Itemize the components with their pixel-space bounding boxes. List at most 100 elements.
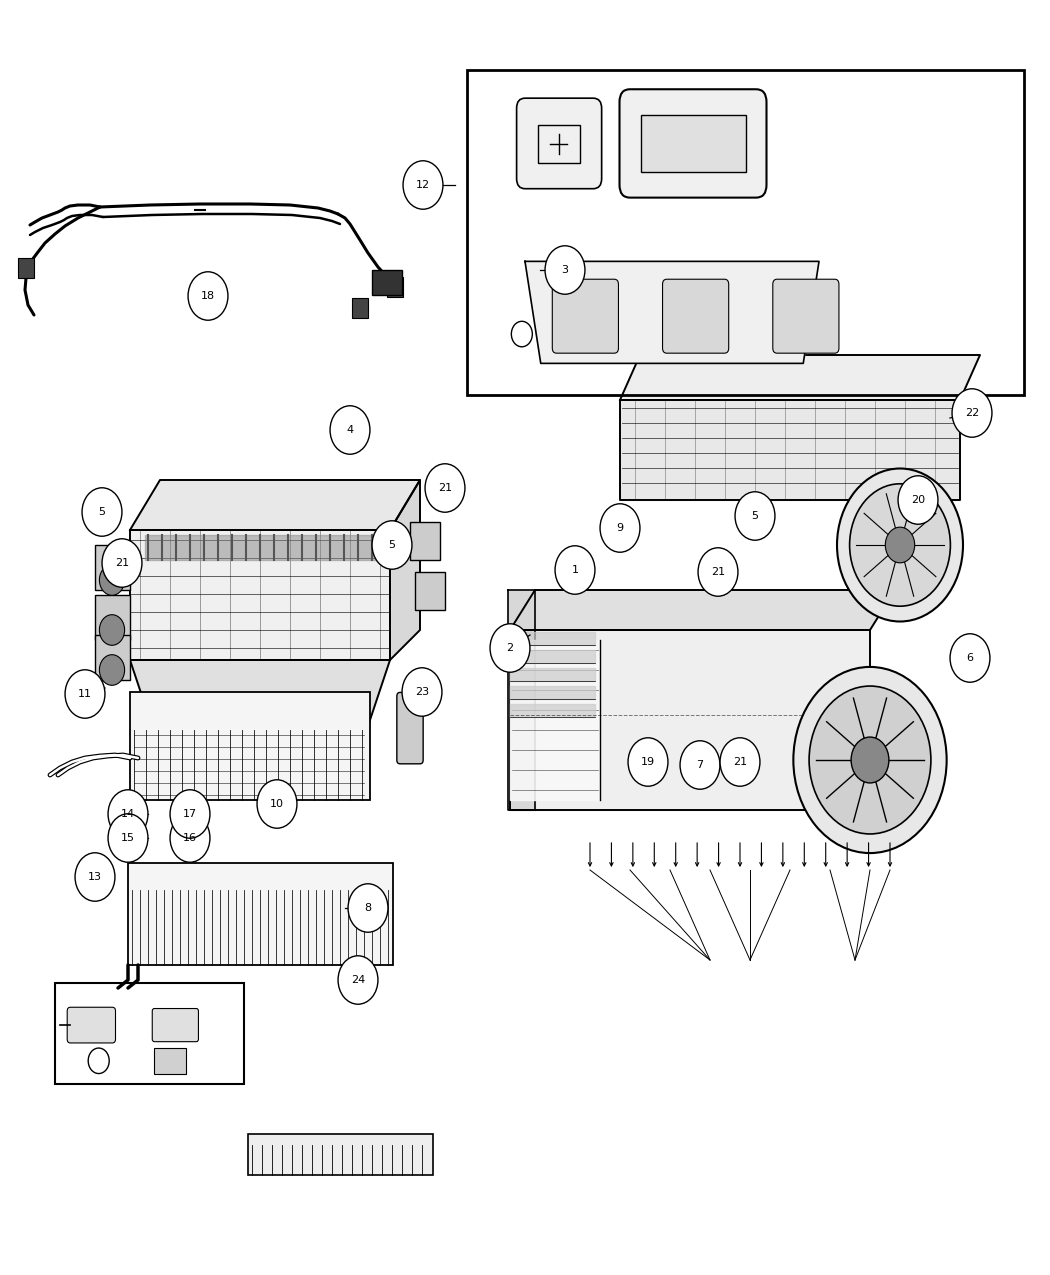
Circle shape xyxy=(338,956,378,1005)
FancyBboxPatch shape xyxy=(517,98,602,189)
Text: 14: 14 xyxy=(121,810,135,819)
Polygon shape xyxy=(130,660,390,720)
FancyBboxPatch shape xyxy=(152,1009,198,1042)
Bar xyxy=(94,635,130,680)
Text: 21: 21 xyxy=(733,757,747,768)
Circle shape xyxy=(188,272,228,320)
Polygon shape xyxy=(130,479,420,530)
Circle shape xyxy=(100,654,125,685)
Circle shape xyxy=(170,789,210,838)
Bar xyxy=(415,571,445,609)
Circle shape xyxy=(82,488,122,537)
Text: 8: 8 xyxy=(364,903,372,913)
Text: 9: 9 xyxy=(616,523,624,533)
Circle shape xyxy=(108,789,148,838)
Text: 19: 19 xyxy=(640,757,655,768)
Bar xyxy=(387,277,403,297)
Text: 2: 2 xyxy=(506,643,513,653)
Circle shape xyxy=(403,161,443,209)
Circle shape xyxy=(837,468,963,621)
Bar xyxy=(467,70,1024,395)
Circle shape xyxy=(720,738,760,787)
Circle shape xyxy=(600,504,639,552)
Polygon shape xyxy=(145,536,385,560)
Circle shape xyxy=(100,615,125,645)
Text: 15: 15 xyxy=(121,833,135,843)
Circle shape xyxy=(108,813,148,862)
Bar xyxy=(352,298,367,319)
Polygon shape xyxy=(508,590,536,810)
Bar xyxy=(154,1048,186,1074)
Circle shape xyxy=(545,246,585,295)
Bar xyxy=(248,1135,433,1176)
Circle shape xyxy=(555,546,595,594)
Text: 3: 3 xyxy=(562,265,568,275)
Polygon shape xyxy=(510,630,870,810)
Circle shape xyxy=(698,548,738,597)
FancyBboxPatch shape xyxy=(552,279,618,353)
Bar xyxy=(18,258,34,278)
Text: 21: 21 xyxy=(711,567,726,578)
Polygon shape xyxy=(620,400,960,500)
Circle shape xyxy=(348,884,387,932)
Text: 5: 5 xyxy=(752,511,758,521)
Text: 16: 16 xyxy=(183,833,197,843)
Polygon shape xyxy=(510,640,600,799)
Text: 17: 17 xyxy=(183,810,197,819)
Polygon shape xyxy=(510,668,595,681)
FancyBboxPatch shape xyxy=(397,692,423,764)
Bar xyxy=(640,115,746,172)
Circle shape xyxy=(735,492,775,541)
Bar xyxy=(94,595,130,640)
Circle shape xyxy=(170,813,210,862)
Text: 18: 18 xyxy=(201,291,215,301)
Polygon shape xyxy=(510,632,595,645)
Circle shape xyxy=(898,476,938,524)
Polygon shape xyxy=(510,650,595,663)
Text: 4: 4 xyxy=(346,425,354,435)
Polygon shape xyxy=(130,530,390,660)
Circle shape xyxy=(852,737,889,783)
FancyBboxPatch shape xyxy=(67,1007,116,1043)
Polygon shape xyxy=(150,720,370,770)
Circle shape xyxy=(680,741,720,789)
Text: 21: 21 xyxy=(114,558,129,567)
Circle shape xyxy=(849,483,950,606)
Circle shape xyxy=(257,780,297,829)
Text: 11: 11 xyxy=(78,688,92,699)
Bar xyxy=(130,691,370,799)
Text: 21: 21 xyxy=(438,483,453,493)
Polygon shape xyxy=(510,686,595,699)
Text: 24: 24 xyxy=(351,975,365,986)
Text: 20: 20 xyxy=(911,495,925,505)
Text: 10: 10 xyxy=(270,799,284,810)
Text: 12: 12 xyxy=(416,180,430,190)
Text: 22: 22 xyxy=(965,408,979,418)
Circle shape xyxy=(330,405,370,454)
Text: 5: 5 xyxy=(388,541,396,550)
Bar xyxy=(94,546,130,590)
Circle shape xyxy=(75,853,114,901)
Bar xyxy=(538,125,580,163)
Bar xyxy=(128,863,393,965)
Text: 13: 13 xyxy=(88,872,102,882)
Circle shape xyxy=(100,565,125,595)
Polygon shape xyxy=(510,590,895,630)
Circle shape xyxy=(628,738,668,787)
Text: 7: 7 xyxy=(696,760,704,770)
Circle shape xyxy=(794,667,947,853)
Circle shape xyxy=(950,634,990,682)
Circle shape xyxy=(810,686,931,834)
Text: 1: 1 xyxy=(571,565,579,575)
Polygon shape xyxy=(525,261,819,363)
Circle shape xyxy=(65,669,105,718)
Circle shape xyxy=(952,389,992,437)
Circle shape xyxy=(102,539,142,588)
Polygon shape xyxy=(390,479,420,660)
Circle shape xyxy=(885,527,915,562)
Polygon shape xyxy=(620,354,980,400)
FancyBboxPatch shape xyxy=(663,279,729,353)
Text: 23: 23 xyxy=(415,687,429,697)
Circle shape xyxy=(511,321,532,347)
Circle shape xyxy=(490,623,530,672)
